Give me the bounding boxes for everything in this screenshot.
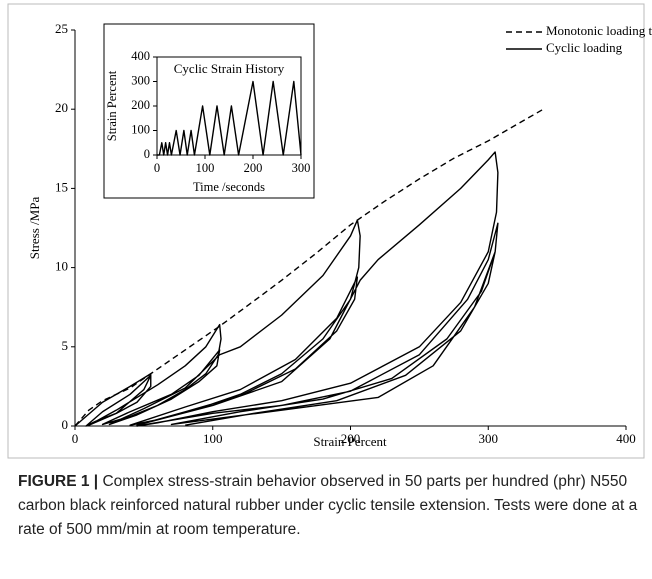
x-tick-label: 300: [292, 161, 311, 175]
y-tick-label: 0: [62, 417, 69, 432]
inset-frame: [103, 23, 315, 199]
y-tick-label: 200: [131, 98, 150, 112]
y-tick-label: 25: [55, 21, 68, 36]
y-tick-label: 20: [55, 100, 68, 115]
x-axis-label: Time /seconds: [193, 180, 265, 194]
caption: FIGURE 1 | Complex stress-strain behavio…: [18, 470, 640, 542]
legend-label: Cyclic loading: [546, 40, 623, 55]
figure-frame: [7, 3, 645, 459]
x-tick-label: 300: [479, 431, 499, 446]
y-axis-label: Strain Percent: [105, 70, 119, 141]
series-line: [74, 108, 544, 427]
x-tick-label: 0: [154, 161, 160, 175]
x-tick-label: 0: [72, 431, 79, 446]
y-tick-label: 10: [55, 259, 68, 274]
caption-label: FIGURE 1 |: [18, 473, 99, 490]
x-tick-label: 100: [203, 431, 223, 446]
series-line: [157, 80, 302, 156]
y-tick-label: 400: [131, 49, 150, 63]
caption-text: Complex stress-strain behavior observed …: [18, 473, 638, 538]
x-tick-label: 100: [196, 161, 215, 175]
y-tick-label: 15: [55, 179, 68, 194]
x-tick-label: 200: [341, 431, 361, 446]
y-tick-label: 100: [131, 122, 150, 136]
series-line: [74, 151, 499, 427]
legend-label: Monotonic loading to break: [546, 23, 652, 38]
inset-title: Cyclic Strain History: [174, 61, 285, 76]
chart: 0 5 10 15 20 25 0 100 200 300 400 Strain Percent Str…: [7, 3, 652, 459]
y-tick-label: 0: [144, 147, 150, 161]
x-axis-label: Strain Percent: [313, 434, 387, 449]
y-tick-label: 5: [62, 338, 69, 353]
y-tick-label: 300: [131, 73, 150, 87]
x-tick-label: 400: [616, 431, 636, 446]
y-axis-label: Stress /MPa: [27, 197, 42, 260]
x-tick-label: 200: [244, 161, 263, 175]
